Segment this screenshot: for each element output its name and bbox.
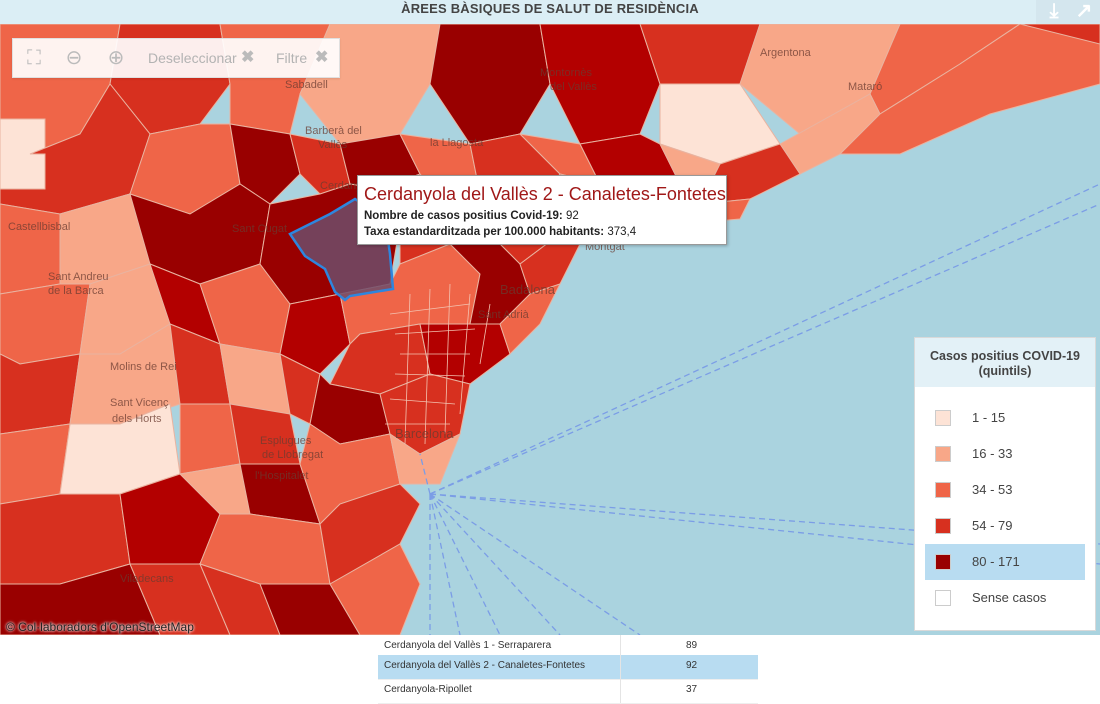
label-del-valles: del Vallès <box>550 81 597 93</box>
legend-label: 1 - 15 <box>972 410 1006 425</box>
legend-item-selected[interactable]: 80 - 171 <box>925 544 1085 580</box>
table-cell-name: Cerdanyola del Vallès 1 - Serraparera <box>384 640 552 651</box>
choropleth-map[interactable]: Montornès del Vallès Argentona Mataró Ba… <box>0 24 1100 635</box>
region <box>279 293 351 375</box>
data-table: Cerdanyola del Vallès 1 - Serraparera 89… <box>378 635 758 704</box>
legend-label: 54 - 79 <box>972 518 1013 533</box>
region <box>499 283 561 355</box>
label-viladecans: Viladecans <box>120 573 174 585</box>
region-tooltip: Cerdanyola del Vallès 2 - Canaletes-Font… <box>357 175 727 245</box>
label-montornes: Montornès <box>540 67 592 79</box>
label-llagosta: la Llagosta <box>430 137 484 149</box>
top-icon-group: ⤓ ↗ <box>1036 0 1100 24</box>
legend-swatch <box>935 446 951 462</box>
label-mataro: Mataró <box>848 81 882 93</box>
column-divider <box>620 635 621 659</box>
legend-label: 16 - 33 <box>972 446 1013 461</box>
table-row[interactable]: Cerdanyola-Ripollet 37 <box>378 679 758 704</box>
label-barbera: Barberà del <box>305 125 362 137</box>
label-de-la-barca: de la Barca <box>48 285 105 297</box>
legend-label: 34 - 53 <box>972 482 1013 497</box>
map-svg[interactable]: Montornès del Vallès Argentona Mataró Ba… <box>0 24 1100 635</box>
tooltip-rate-line: Taxa estandarditzada per 100.000 habitan… <box>364 226 636 238</box>
legend-label: Sense casos <box>972 590 1047 605</box>
label-sabadell: Sabadell <box>285 79 328 91</box>
page-title: ÀREES BÀSIQUES DE SALUT DE RESIDÈNCIA <box>401 1 699 16</box>
filter-button[interactable]: Filtre <box>276 50 308 66</box>
column-divider <box>620 679 621 703</box>
map-legend: Casos positius COVID-19 (quintils) 1 - 1… <box>914 337 1096 631</box>
region <box>129 563 231 635</box>
table-cell-value: 37 <box>686 684 698 695</box>
label-valles: Vallès <box>318 139 348 151</box>
label-castellbisbal: Castellbisbal <box>8 221 70 233</box>
download-icon[interactable]: ⤓ <box>1049 0 1059 22</box>
dense-district-lines <box>385 283 491 445</box>
label-esplugues: Esplugues <box>260 435 312 447</box>
label-hospitalet: l'Hospitalet <box>255 470 308 482</box>
legend-swatch <box>935 590 951 606</box>
region <box>389 432 461 485</box>
region <box>0 423 71 505</box>
region <box>179 403 241 475</box>
tooltip-cases-label: Nombre de casos positius Covid-19: <box>364 210 563 222</box>
region <box>199 563 281 635</box>
filter-close-icon[interactable]: ✖ <box>315 49 329 66</box>
table-cell-value: 92 <box>686 660 698 671</box>
region <box>329 543 421 635</box>
label-dels-horts: dels Horts <box>112 413 162 425</box>
legend-item[interactable]: 54 - 79 <box>925 508 1085 544</box>
tooltip-cases-value: 92 <box>565 210 579 222</box>
legend-item[interactable]: Sense casos <box>925 580 1085 616</box>
legend-swatch <box>935 482 951 498</box>
label-sant-adria: Sant Adrià <box>478 309 530 321</box>
label-sant-andreu: Sant Andreu <box>48 271 109 283</box>
legend-title-line2: (quintils) <box>978 364 1032 378</box>
table-cell-name: Cerdanyola del Vallès 2 - Canaletes-Font… <box>384 660 586 671</box>
deselect-button[interactable]: Deseleccionar <box>148 50 237 66</box>
label-sant-cugat: Sant Cugat <box>232 223 287 235</box>
region <box>0 353 81 435</box>
legend-title: Casos positius COVID-19 (quintils) <box>915 349 1095 379</box>
label-badalona: Badalona <box>500 282 556 297</box>
deselect-close-icon[interactable]: ✖ <box>241 49 255 66</box>
label-barcelona: Barcelona <box>395 426 454 441</box>
legend-label: 80 - 171 <box>972 554 1020 569</box>
legend-item[interactable]: 1 - 15 <box>925 400 1085 436</box>
legend-item[interactable]: 16 - 33 <box>925 436 1085 472</box>
tooltip-title: Cerdanyola del Vallès 2 - Canaletes-Font… <box>364 184 726 204</box>
table-cell-value: 89 <box>686 640 698 651</box>
region <box>838 24 1100 155</box>
expand-arrow-icon[interactable]: ↗ <box>1075 0 1093 22</box>
zoom-in-icon[interactable]: ⊕ <box>107 47 125 69</box>
fullscreen-icon[interactable]: ⛶ <box>27 47 41 69</box>
tooltip-cases-line: Nombre de casos positius Covid-19: 92 <box>364 210 579 222</box>
table-row-selected[interactable]: Cerdanyola del Vallès 2 - Canaletes-Font… <box>378 655 758 680</box>
column-divider <box>620 655 621 679</box>
legend-title-line1: Casos positius COVID-19 <box>929 349 1081 363</box>
tooltip-rate-value: 373,4 <box>607 226 637 238</box>
legend-header: Casos positius COVID-19 (quintils) <box>915 338 1095 387</box>
region <box>259 583 361 635</box>
map-attribution[interactable]: © Col·laboradors d'OpenStreetMap <box>6 620 194 634</box>
label-molins: Molins de Rei <box>110 361 177 373</box>
zoom-out-icon[interactable]: ⊖ <box>65 47 83 69</box>
region <box>229 123 301 205</box>
label-de-llobregat: de Llobregat <box>262 449 323 461</box>
legend-swatch <box>935 410 951 426</box>
tooltip-rate-label: Taxa estandarditzada per 100.000 habitan… <box>364 226 605 238</box>
map-toolbar: ⛶ ⊖ ⊕ Deseleccionar ✖ Filtre ✖ <box>12 38 340 78</box>
legend-swatch <box>935 554 951 570</box>
table-cell-name: Cerdanyola-Ripollet <box>384 684 472 695</box>
title-bar: ÀREES BÀSIQUES DE SALUT DE RESIDÈNCIA ⤓ … <box>0 0 1100 25</box>
label-argentona: Argentona <box>760 47 812 59</box>
region <box>219 343 291 415</box>
legend-swatch <box>935 518 951 534</box>
label-sant-vicenc: Sant Vicenç <box>110 397 169 409</box>
legend-item[interactable]: 34 - 53 <box>925 472 1085 508</box>
